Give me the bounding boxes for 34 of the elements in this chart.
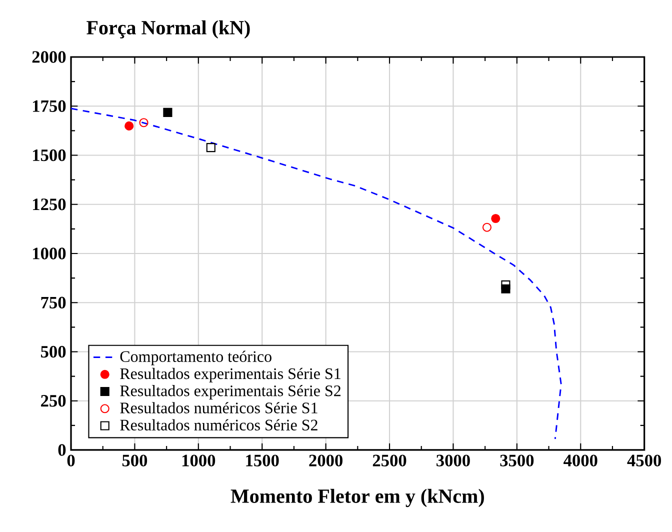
point (163, 108, 172, 117)
point (124, 121, 134, 130)
point (491, 214, 500, 224)
x-tick-label: 500 (122, 454, 148, 466)
legend-label: Resultados numéricos Série S2 (120, 419, 318, 430)
y-tick-label: 0 (58, 444, 66, 456)
legend-label: Resultados experimentais Série S1 (120, 368, 340, 382)
point (206, 143, 216, 152)
line-series (71, 108, 562, 440)
x-tick-label: 0 (67, 454, 75, 466)
y-tick-label: 1000 (33, 248, 66, 260)
legend-label: Comportamento teórico (120, 350, 272, 366)
y-tick-label: 500 (40, 346, 66, 358)
y-tick-label: 250 (41, 395, 66, 407)
x-tick-label: 4000 (564, 454, 598, 466)
point (501, 280, 510, 290)
y-axis-title: Força Normal (kN) (86, 20, 250, 39)
x-tick-label: 3500 (500, 454, 534, 466)
y-tick-label: 2000 (32, 51, 66, 63)
point (139, 118, 148, 128)
x-tick-label: 1000 (182, 454, 216, 466)
point (482, 222, 492, 232)
x-tick-label: 2000 (309, 454, 342, 466)
y-tick-label: 1750 (33, 100, 66, 112)
x-tick-label: 4500 (627, 454, 661, 466)
y-tick-label: 1250 (33, 198, 66, 210)
y-tick-label: 1500 (33, 149, 66, 162)
y-tick-label: 750 (41, 296, 66, 308)
legend-label: Resultados numéricos Série S1 (120, 402, 318, 414)
x-tick-label: 2500 (372, 454, 406, 466)
legend-label: Resultados experimentais Série S2 (120, 384, 340, 400)
x-tick-label: 3000 (436, 454, 470, 466)
x-tick-label: 1500 (246, 454, 279, 466)
x-axis-title: Momento Fletor em y (kNcm) (230, 488, 484, 508)
